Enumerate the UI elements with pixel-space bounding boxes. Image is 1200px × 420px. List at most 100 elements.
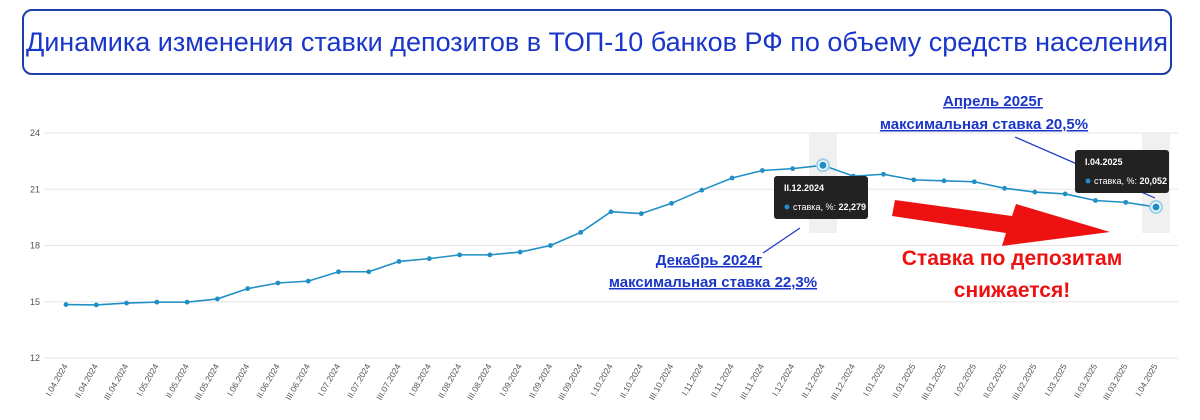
x-tick-label: I.04.2024 (43, 362, 70, 398)
tooltip-date: II.12.2024 (784, 183, 824, 193)
x-tick-label: II.01.2025 (890, 362, 918, 400)
x-tick-label: I.03.2025 (1043, 362, 1070, 398)
x-tick-label: III.05.2024 (192, 362, 221, 402)
x-tick-label: I.09.2024 (498, 362, 525, 398)
trend-text-line1: Ставка по депозитам (902, 247, 1123, 270)
x-tick-label: I.02.2025 (952, 362, 979, 398)
x-tick-label: III.09.2024 (556, 362, 585, 402)
x-tick-label: II.08.2024 (436, 362, 464, 400)
x-tick-label: I.06.2024 (225, 362, 252, 398)
y-tick-label: 15 (30, 297, 40, 307)
trend-arrow (892, 200, 1110, 246)
data-point[interactable] (729, 175, 735, 181)
data-point[interactable] (1152, 203, 1160, 211)
x-tick-label: III.07.2024 (374, 362, 403, 402)
series-ставка (63, 158, 1163, 308)
x-tick-label: I.04.2025 (1133, 362, 1160, 398)
x-tick-label: III.12.2024 (828, 362, 857, 402)
data-point[interactable] (669, 200, 674, 206)
data-point[interactable] (93, 302, 99, 308)
x-tick-label: III.04.2024 (102, 362, 131, 402)
annotation-december-max: максимальная ставка 22,3% (609, 274, 817, 291)
tooltip-bg (1075, 150, 1169, 193)
x-tick-label: III.06.2024 (283, 362, 312, 402)
data-point[interactable] (336, 269, 341, 275)
x-tick-label: III.01.2025 (919, 362, 948, 402)
data-point[interactable] (124, 300, 129, 306)
tooltip: II.12.2024 ставка, %: 22,279 (774, 176, 868, 219)
x-tick-label: III.11.2024 (738, 362, 767, 401)
data-point[interactable] (759, 168, 765, 173)
data-point[interactable] (608, 209, 614, 215)
data-point[interactable] (517, 249, 523, 255)
data-point[interactable] (396, 259, 402, 264)
chart-title-box: Динамика изменения ставки депозитов в ТО… (22, 9, 1172, 75)
data-point[interactable] (305, 278, 311, 284)
data-point[interactable] (881, 171, 886, 177)
data-point[interactable] (1062, 191, 1068, 197)
x-tick-label: I.10.2024 (588, 362, 615, 398)
data-point[interactable] (638, 211, 644, 217)
y-tick-label: 24 (30, 128, 40, 138)
series-dot-icon (1085, 178, 1091, 184)
x-tick-label: II.10.2024 (617, 362, 645, 400)
y-tick-label: 18 (30, 241, 40, 251)
data-point[interactable] (184, 299, 190, 305)
data-point[interactable] (63, 302, 69, 307)
x-tick-label: III.08.2024 (465, 362, 494, 402)
annotation-december-title: Декабрь 2024г (656, 252, 763, 269)
red-arrow-icon (892, 200, 1110, 246)
x-tick-label: II.11.2024 (709, 362, 736, 399)
x-tick-label: II.06.2024 (254, 362, 282, 400)
data-point[interactable] (487, 252, 493, 258)
x-tick-label: I.05.2024 (134, 362, 161, 398)
data-point[interactable] (1123, 199, 1129, 205)
data-point[interactable] (426, 256, 432, 262)
chart-title: Динамика изменения ставки депозитов в ТО… (25, 26, 1169, 57)
data-point[interactable] (1002, 185, 1008, 191)
tooltips: II.12.2024 ставка, %: 22,279 I.04.2025 став… (774, 150, 1169, 219)
data-point[interactable] (548, 243, 553, 248)
x-tick-label: I.07.2024 (316, 362, 343, 398)
x-tick-label: II.02.2025 (981, 362, 1009, 400)
data-point[interactable] (275, 280, 281, 286)
x-axis: I.04.2024 II.04.2024 III.04.2024 I.05.2024 I… (43, 362, 1160, 402)
data-point[interactable] (154, 299, 160, 305)
data-point[interactable] (819, 161, 827, 169)
annotation-april-title: Апрель 2025г (943, 93, 1043, 110)
data-point[interactable] (245, 286, 251, 292)
x-tick-label: III.03.2025 (1101, 362, 1130, 402)
data-point[interactable] (1032, 189, 1038, 195)
data-point[interactable] (1093, 198, 1098, 203)
tooltip-bg (774, 176, 868, 219)
tooltip-value: ставка, %: 22,279 (793, 202, 866, 212)
data-point[interactable] (366, 269, 372, 275)
x-tick-label: II.12.2024 (799, 362, 827, 400)
x-tick-label: II.07.2024 (345, 362, 373, 400)
data-point[interactable] (790, 166, 796, 172)
data-point[interactable] (578, 229, 584, 235)
tooltip-date: I.04.2025 (1085, 157, 1123, 167)
data-point[interactable] (214, 296, 220, 302)
trend-text-line2: снижается! (954, 279, 1070, 302)
x-tick-label: I.01.2025 (861, 362, 888, 398)
x-tick-label: II.09.2024 (527, 362, 555, 400)
x-tick-label: II.05.2024 (163, 362, 191, 400)
y-tick-label: 12 (30, 353, 40, 363)
data-point[interactable] (699, 187, 705, 193)
annotation-april-max: максимальная ставка 20,5% (880, 116, 1088, 133)
y-axis: 12 15 18 21 24 (30, 128, 40, 363)
x-tick-label: I.12.2024 (770, 362, 797, 398)
x-tick-label: III.02.2025 (1010, 362, 1039, 402)
data-point[interactable] (457, 252, 463, 258)
data-point[interactable] (911, 177, 917, 183)
series-dot-icon (784, 204, 790, 210)
tooltip: I.04.2025 ставка, %: 20,052 (1075, 150, 1169, 193)
grid (44, 132, 1178, 359)
x-tick-label: I.11.2024 (679, 362, 705, 397)
x-tick-label: II.04.2024 (72, 362, 100, 400)
x-tick-label: I.08.2024 (407, 362, 434, 398)
data-point[interactable] (941, 178, 947, 184)
data-point[interactable] (971, 179, 977, 185)
